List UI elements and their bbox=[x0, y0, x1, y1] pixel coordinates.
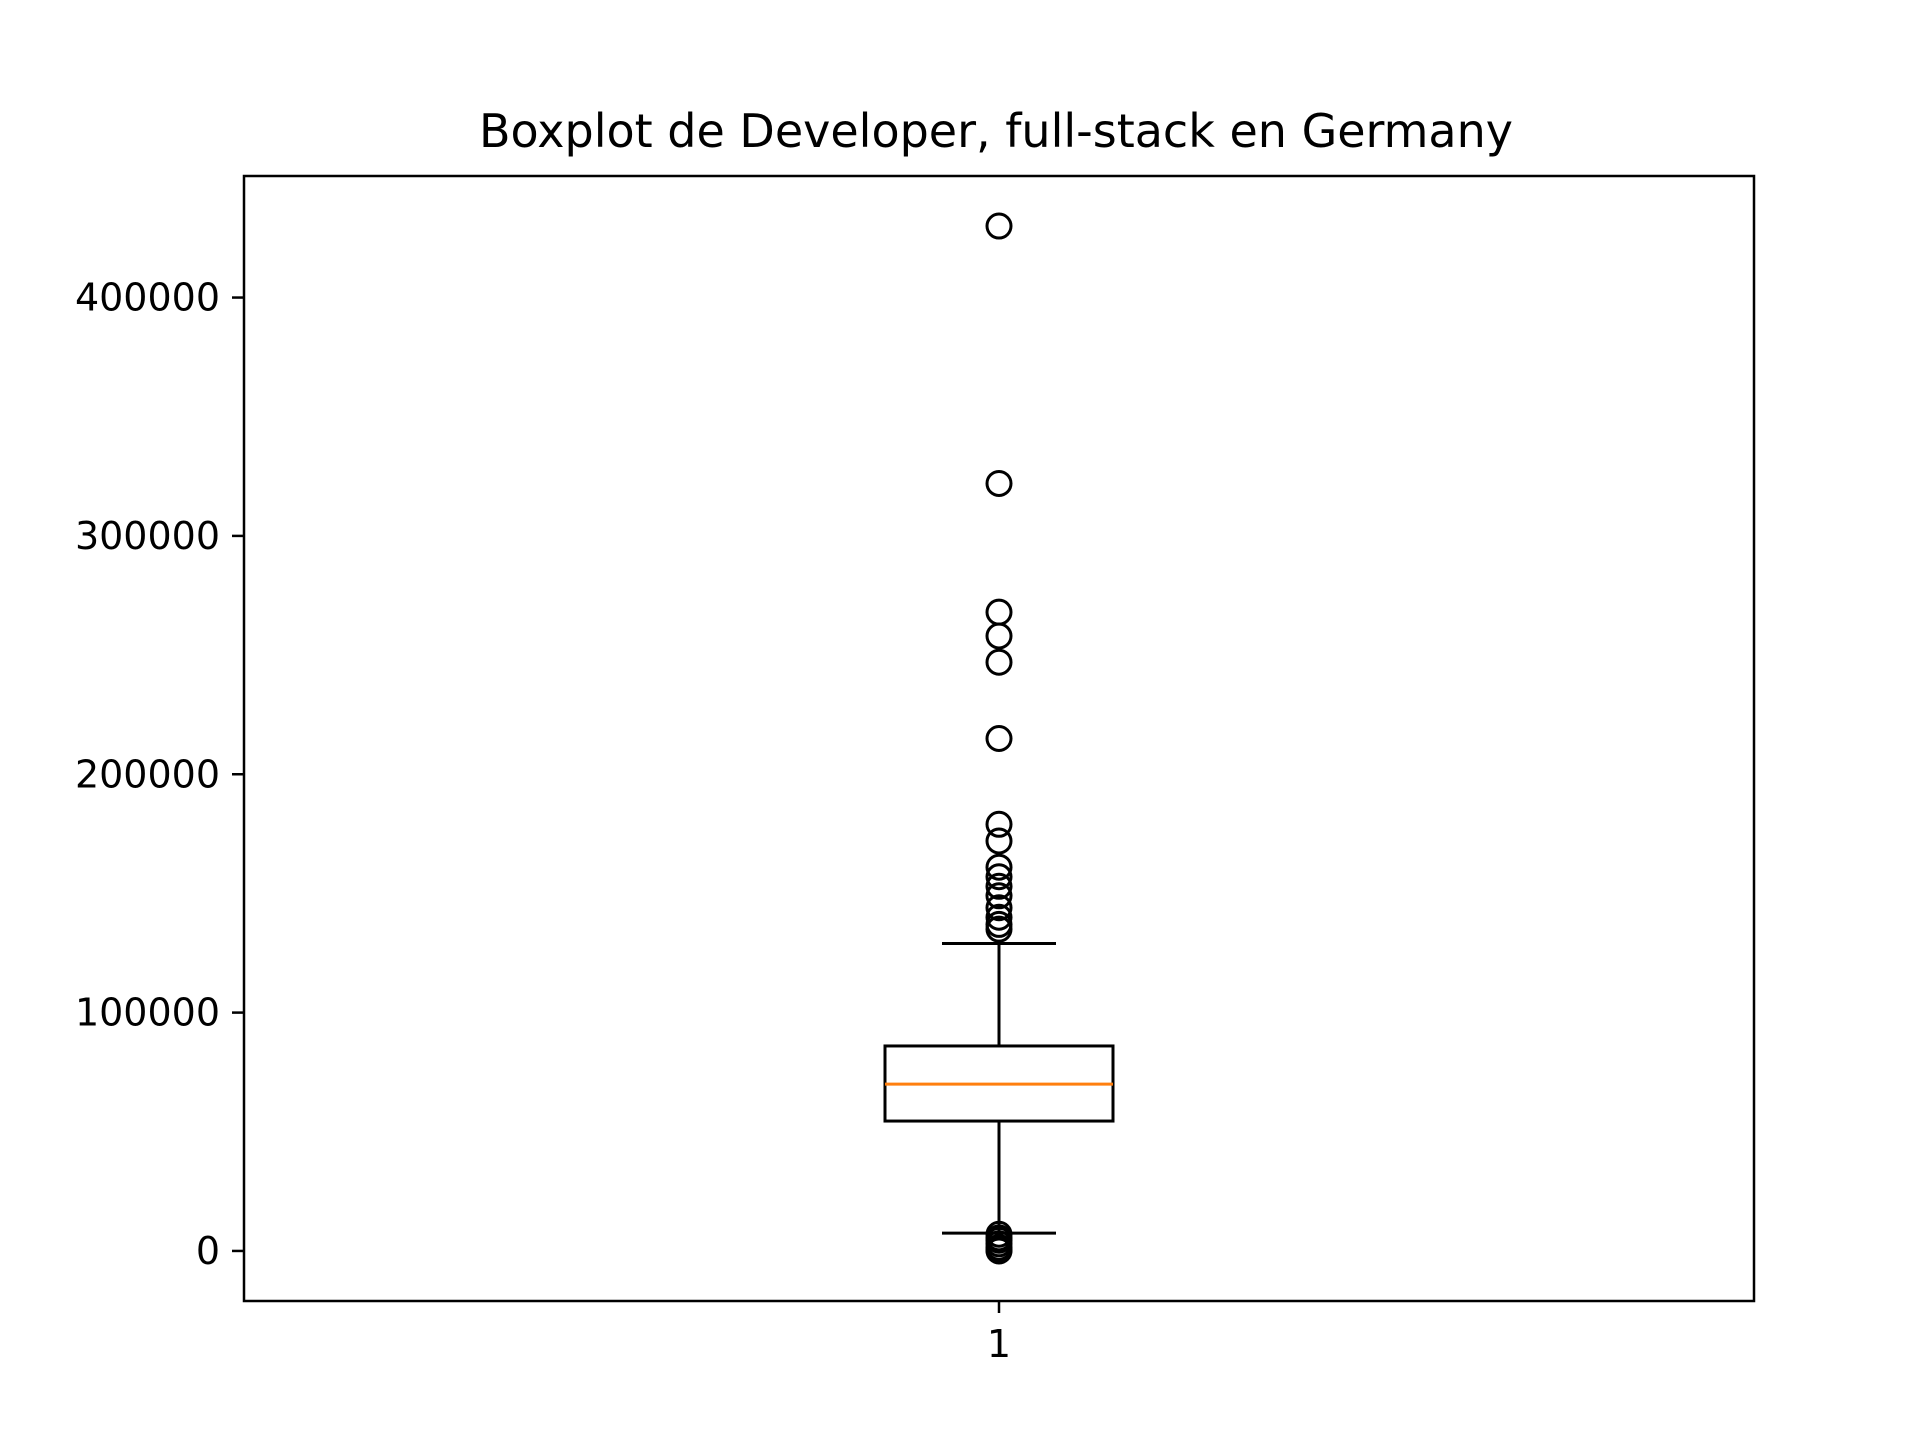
outlier-point bbox=[985, 648, 1013, 676]
outlier-point bbox=[985, 853, 1013, 881]
y-axis: 0 100000 200000 300000 400000 bbox=[75, 276, 244, 1273]
outlier-point bbox=[985, 810, 1013, 838]
y-tick-label: 300000 bbox=[75, 514, 220, 558]
outlier-point bbox=[985, 725, 1013, 752]
outlier-point bbox=[985, 872, 1013, 900]
y-tick-label: 400000 bbox=[75, 276, 220, 320]
y-tick-label: 200000 bbox=[75, 752, 220, 796]
outlier-point bbox=[985, 827, 1013, 855]
outlier-point bbox=[985, 598, 1013, 626]
outlier-point bbox=[985, 903, 1013, 931]
plot-area bbox=[883, 212, 1115, 1265]
chart-title: Boxplot de Developer, full-stack en Germ… bbox=[479, 104, 1513, 158]
x-tick-label: 1 bbox=[987, 1322, 1011, 1366]
outlier-point bbox=[985, 622, 1013, 650]
y-tick-label: 0 bbox=[196, 1229, 220, 1273]
outlier-point bbox=[985, 863, 1013, 891]
outlier-point bbox=[985, 212, 1013, 240]
outlier-point bbox=[985, 915, 1013, 943]
outlier-point bbox=[985, 882, 1013, 910]
outlier-point bbox=[985, 1237, 1013, 1265]
outlier-point bbox=[985, 469, 1013, 497]
outlier-point bbox=[985, 894, 1013, 922]
y-tick-label: 100000 bbox=[75, 991, 220, 1035]
x-axis: 1 bbox=[987, 1301, 1011, 1366]
